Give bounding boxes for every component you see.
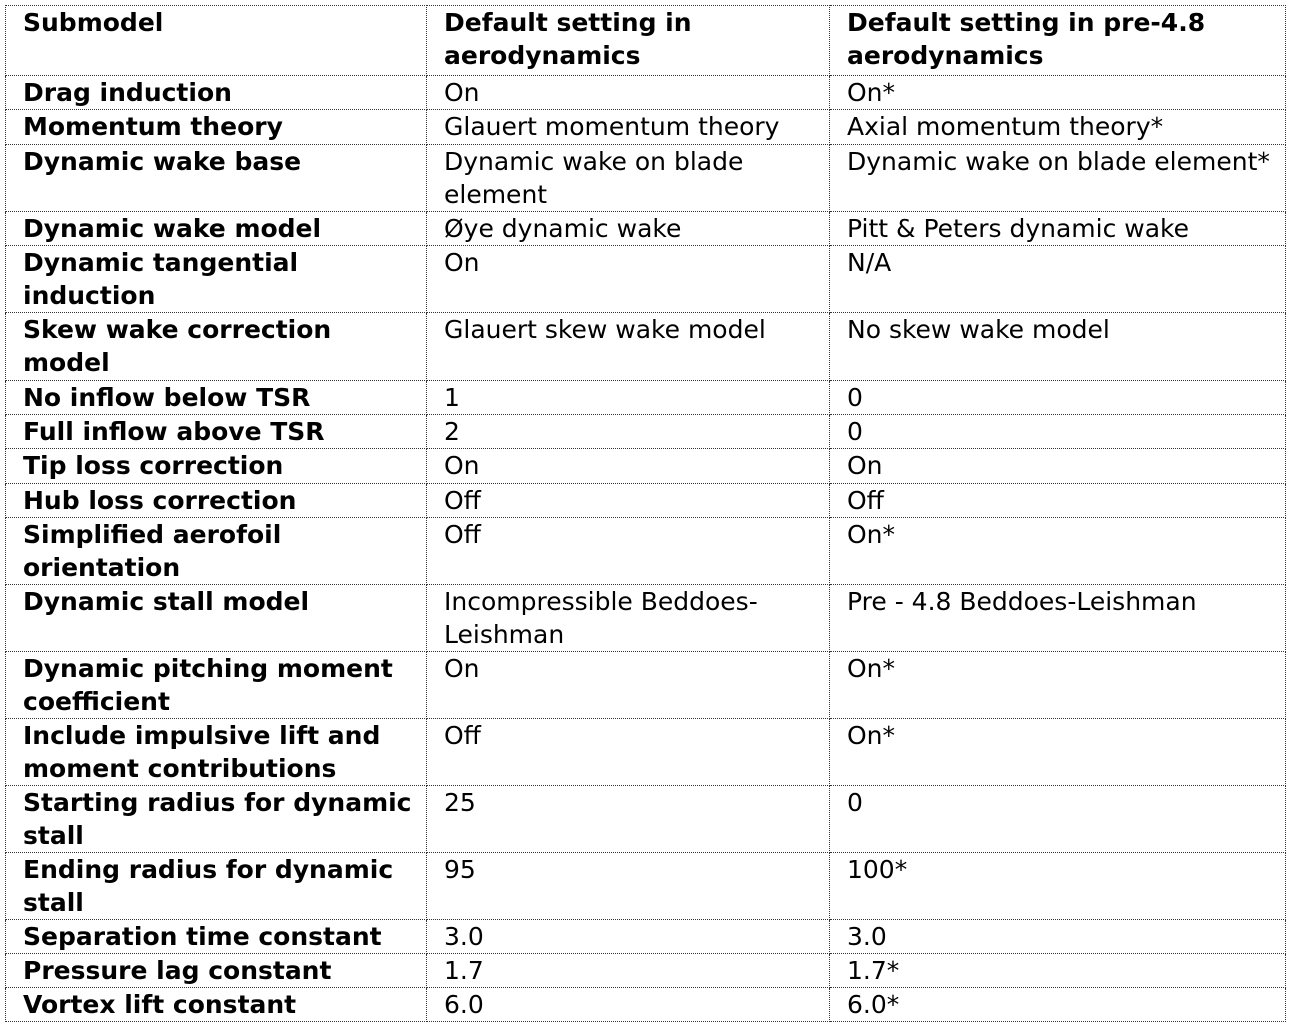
submodel-cell: Tip loss correction [5,448,427,484]
pre48-default-cell: 6.0* [829,987,1286,1022]
table-row: Drag induction On On* [5,75,1286,110]
default-cell: 1.7 [426,953,830,988]
submodel-cell: Dynamic wake base [5,144,427,212]
submodel-cell: Dynamic wake model [5,211,427,246]
table-row: No inflow below TSR 1 0 [5,380,1286,415]
table-row: Pressure lag constant 1.7 1.7* [5,953,1286,988]
header-default: Default setting in aerodynamics [426,5,830,76]
default-cell: On [426,245,830,313]
default-cell: Glauert momentum theory [426,109,830,145]
pre48-default-cell: Axial momentum theory* [829,109,1286,145]
default-cell: 1 [426,380,830,415]
submodel-cell: Separation time constant [5,919,427,954]
table-row: Dynamic tangential induction On N/A [5,245,1286,313]
pre48-default-cell: Off [829,483,1286,518]
header-pre48-default: Default setting in pre-4.8 aerodynamics [829,5,1286,76]
table-row: Vortex lift constant 6.0 6.0* [5,987,1286,1022]
pre48-default-cell: 3.0 [829,919,1286,954]
default-cell: 6.0 [426,987,830,1022]
submodel-cell: Simplified aerofoil orientation [5,517,427,585]
pre48-default-cell: Pre - 4.8 Beddoes-Leishman [829,584,1286,652]
pre48-default-cell: On* [829,718,1286,786]
table-row: Starting radius for dynamic stall 25 0 [5,785,1286,853]
pre48-default-cell: On [829,448,1286,484]
table-row: Dynamic wake model Øye dynamic wake Pitt &… [5,211,1286,246]
submodel-cell: Dynamic stall model [5,584,427,652]
table-row: Simplified aerofoil orientation Off On* [5,517,1286,585]
default-cell: On [426,448,830,484]
table-row: Dynamic wake base Dynamic wake on blade e… [5,144,1286,212]
submodel-cell: Ending radius for dynamic stall [5,852,427,920]
default-cell: Off [426,517,830,585]
table-row: Include impulsive lift and moment contri… [5,718,1286,786]
pre48-default-cell: Pitt & Peters dynamic wake [829,211,1286,246]
table-row: Skew wake correction model Glauert skew w… [5,312,1286,381]
default-cell: Incompressible Beddoes-Leishman [426,584,830,652]
default-cell: Dynamic wake on blade element [426,144,830,212]
table-row: Full inflow above TSR 2 0 [5,414,1286,449]
submodel-defaults-table: Submodel Default setting in aerodynamics… [5,5,1286,1022]
default-cell: On [426,651,830,719]
pre48-default-cell: Dynamic wake on blade element* [829,144,1286,212]
pre48-default-cell: On* [829,651,1286,719]
default-cell: 2 [426,414,830,449]
pre48-default-cell: On* [829,75,1286,110]
table-row: Hub loss correction Off Off [5,483,1286,518]
default-cell: 95 [426,852,830,920]
submodel-cell: No inflow below TSR [5,380,427,415]
table-row: Separation time constant 3.0 3.0 [5,919,1286,954]
table-row: Momentum theory Glauert momentum theory Ax… [5,109,1286,145]
default-cell: On [426,75,830,110]
submodel-cell: Vortex lift constant [5,987,427,1022]
pre48-default-cell: On* [829,517,1286,585]
table-row: Tip loss correction On On [5,448,1286,484]
pre48-default-cell: No skew wake model [829,312,1286,381]
submodel-cell: Include impulsive lift and moment contri… [5,718,427,786]
header-submodel: Submodel [5,5,427,76]
pre48-default-cell: 0 [829,414,1286,449]
default-cell: Off [426,718,830,786]
submodel-cell: Dynamic tangential induction [5,245,427,313]
pre48-default-cell: 0 [829,380,1286,415]
submodel-cell: Pressure lag constant [5,953,427,988]
submodel-cell: Dynamic pitching moment coefficient [5,651,427,719]
submodel-cell: Full inflow above TSR [5,414,427,449]
default-cell: 25 [426,785,830,853]
table-row: Dynamic pitching moment coefficient On On* [5,651,1286,719]
table-row: Ending radius for dynamic stall 95 100* [5,852,1286,920]
pre48-default-cell: N/A [829,245,1286,313]
default-cell: Øye dynamic wake [426,211,830,246]
pre48-default-cell: 0 [829,785,1286,853]
table-row: Dynamic stall model Incompressible Beddoe… [5,584,1286,652]
submodel-cell: Momentum theory [5,109,427,145]
default-cell: 3.0 [426,919,830,954]
default-cell: Glauert skew wake model [426,312,830,381]
submodel-cell: Drag induction [5,75,427,110]
submodel-cell: Starting radius for dynamic stall [5,785,427,853]
submodel-cell: Hub loss correction [5,483,427,518]
submodel-cell: Skew wake correction model [5,312,427,381]
pre48-default-cell: 100* [829,852,1286,920]
default-cell: Off [426,483,830,518]
pre48-default-cell: 1.7* [829,953,1286,988]
header-row: Submodel Default setting in aerodynamics… [5,5,1286,76]
